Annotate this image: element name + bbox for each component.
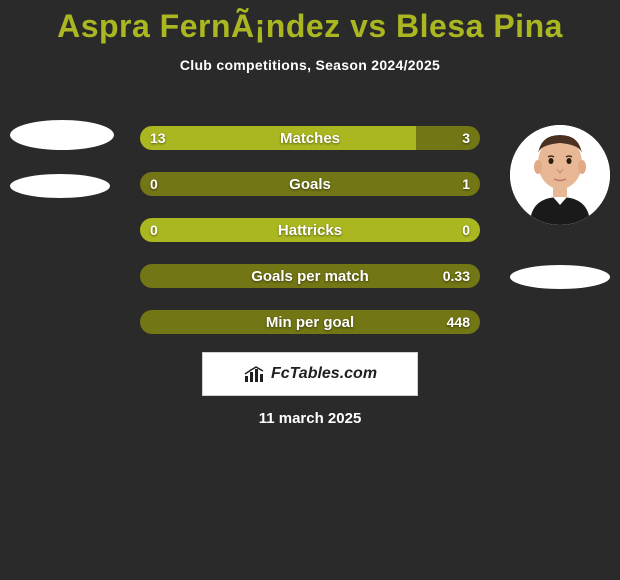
player-left-avatar [10,120,114,150]
stat-row: Goals01 [140,172,480,196]
stat-bar-track [140,218,480,242]
page-subtitle: Club competitions, Season 2024/2025 [0,57,620,73]
date-label: 11 march 2025 [0,410,620,427]
footer-label: FcTables.com [271,365,377,383]
stat-bar-left [140,218,480,242]
stat-row: Min per goal448 [140,310,480,334]
stat-bar-track [140,264,480,288]
stat-bar-left [140,126,416,150]
player-right-club-badge [510,265,610,289]
stat-bar-track [140,126,480,150]
player-right-avatar [510,125,610,225]
stat-bar-track [140,310,480,334]
stat-row: Goals per match0.33 [140,264,480,288]
player-left-club-badge [10,174,110,198]
stat-bar-right [140,172,480,196]
stat-bar-track [140,172,480,196]
stat-bar-right [140,310,480,334]
footer-chart-icon [243,364,267,384]
stats-bars: Matches133 Goals01 Hattricks00 Goals per ma… [140,126,480,356]
stat-bar-right [140,264,480,288]
stat-row: Hattricks00 [140,218,480,242]
footer-badge: FcTables.com [202,352,418,396]
page-title: Aspra FernÃ¡ndez vs Blesa Pina [0,0,620,45]
player-left-block [10,120,110,198]
stat-bar-right [416,126,480,150]
player-right-block [510,125,610,289]
stat-row: Matches133 [140,126,480,150]
player-right-avatar-icon [510,125,610,225]
